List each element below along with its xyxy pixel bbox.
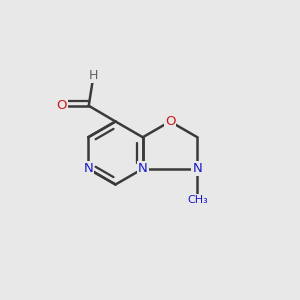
Text: N: N (193, 162, 202, 175)
Text: O: O (57, 99, 67, 112)
Text: O: O (165, 115, 175, 128)
Text: N: N (138, 162, 148, 175)
Text: CH₃: CH₃ (187, 195, 208, 205)
Text: N: N (83, 162, 93, 175)
Text: H: H (89, 69, 98, 82)
